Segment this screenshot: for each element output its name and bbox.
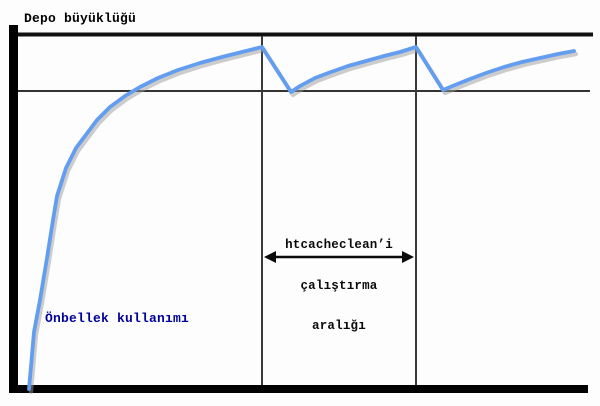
interval-arrow-right-head bbox=[402, 251, 414, 263]
htcacheclean-interval-label: htcacheclean’i çalıştırma aralığı bbox=[254, 212, 424, 361]
cache-usage-curve bbox=[27, 45, 576, 391]
interval-label-line2: çalıştırma bbox=[300, 278, 378, 293]
interval-label-line3: aralığı bbox=[312, 319, 366, 333]
cache-usage-label: Önbellek kullanımı bbox=[45, 311, 190, 326]
interval-label-line1: htcacheclean’i bbox=[285, 238, 393, 252]
interval-arrow-left-head bbox=[264, 251, 276, 263]
storage-size-label: Depo büyüklüğü bbox=[24, 11, 137, 26]
